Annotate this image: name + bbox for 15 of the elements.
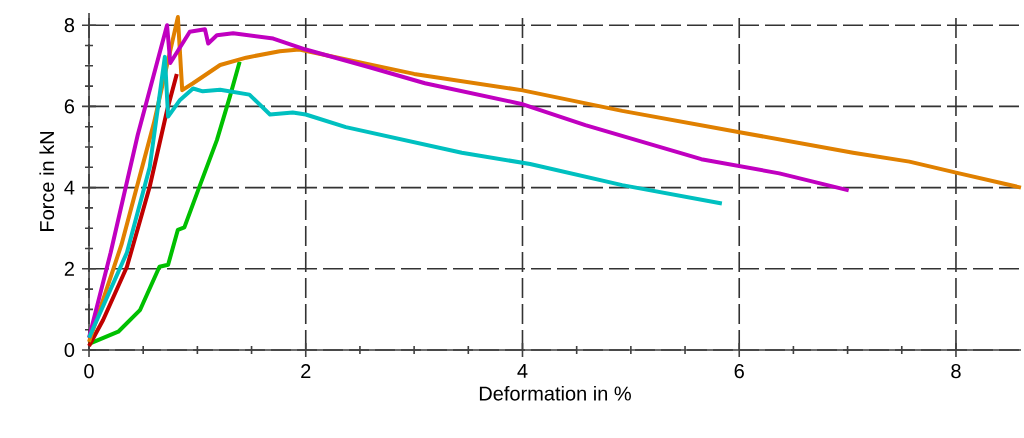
y-tick-label: 2 — [64, 261, 74, 276]
x-tick-label: 0 — [84, 364, 94, 379]
line-series — [87, 54, 724, 340]
x-tick-label: 2 — [301, 364, 311, 379]
y-tick-label: 4 — [64, 180, 75, 195]
y-axis-title: Force in kN — [39, 132, 55, 231]
y-tick-label: 6 — [64, 99, 75, 114]
x-axis-title: Deformation in % — [479, 385, 631, 401]
line-series — [87, 59, 242, 346]
x-tick-label: 8 — [951, 364, 961, 379]
line-series — [87, 71, 179, 348]
y-tick-label: 8 — [64, 18, 75, 33]
x-tick-label: 4 — [517, 364, 528, 378]
y-tick-label: 0 — [64, 342, 75, 358]
x-tick-label: 6 — [734, 364, 744, 379]
